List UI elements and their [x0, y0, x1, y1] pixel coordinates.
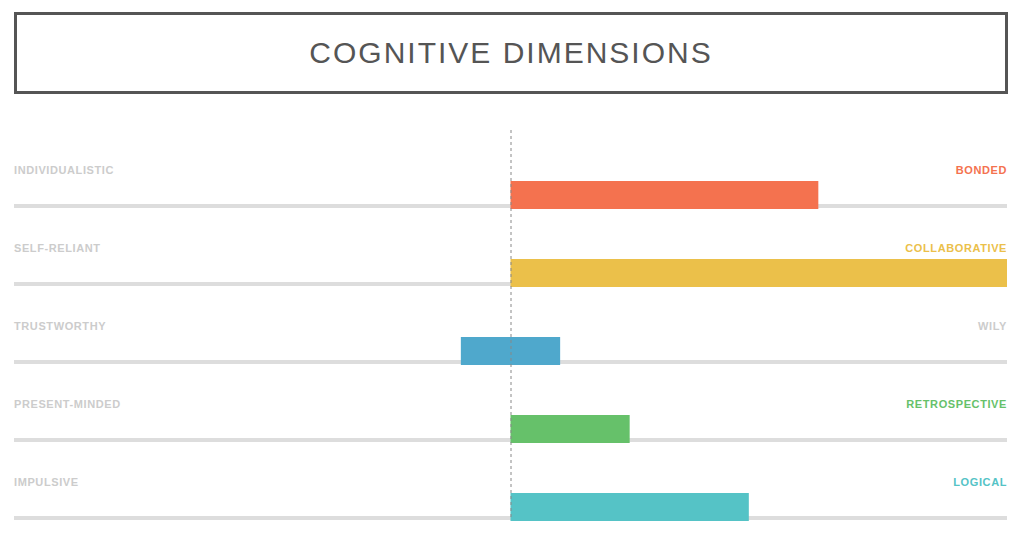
bar — [511, 415, 630, 443]
right-label: LOGICAL — [953, 476, 1007, 488]
chart: COGNITIVE DIMENSIONS INDIVIDUALISTIC BONDE… — [0, 0, 1024, 536]
right-label: COLLABORATIVE — [905, 242, 1007, 254]
bar — [511, 259, 1008, 287]
left-label: INDIVIDUALISTIC — [14, 164, 114, 176]
bar — [511, 493, 749, 521]
title: COGNITIVE DIMENSIONS — [309, 36, 712, 69]
center-line — [511, 130, 512, 520]
title-box — [16, 14, 1007, 93]
right-label: RETROSPECTIVE — [906, 398, 1007, 410]
left-label: SELF-RELIANT — [14, 242, 101, 254]
left-label: PRESENT-MINDED — [14, 398, 121, 410]
left-label: TRUSTWORTHY — [14, 320, 106, 332]
right-label: WILY — [978, 320, 1007, 332]
right-label: BONDED — [956, 164, 1007, 176]
bars — [461, 181, 1007, 521]
bar — [511, 181, 819, 209]
left-label: IMPULSIVE — [14, 476, 79, 488]
